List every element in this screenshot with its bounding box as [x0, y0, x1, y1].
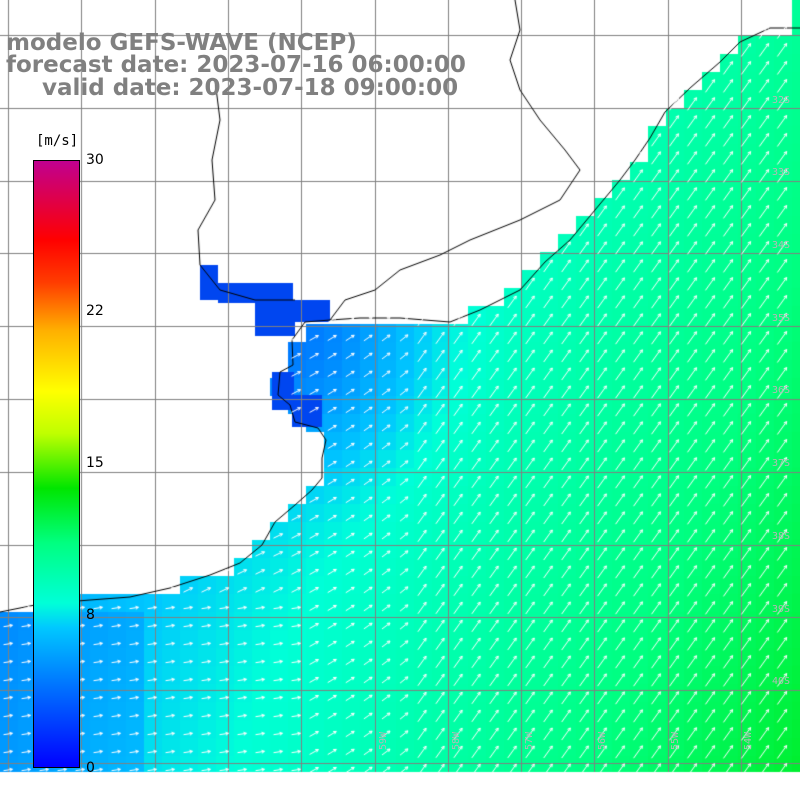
- lat-label: 32S: [772, 95, 791, 106]
- forecast-date: forecast date: 2023-07-16 06:00:00: [6, 52, 466, 78]
- lat-label: 33S: [772, 167, 791, 178]
- colorbar-tick-22: 22: [86, 303, 104, 319]
- lat-label: 37S: [772, 458, 791, 469]
- lon-label: 54W: [743, 731, 754, 750]
- lon-label: 59W: [378, 731, 389, 750]
- lat-label: 35S: [772, 313, 791, 324]
- lat-label: 40S: [772, 676, 791, 687]
- colorbar-tick-8: 8: [86, 607, 95, 623]
- colorbar-unit: [m/s]: [36, 133, 79, 149]
- lat-label: 34S: [772, 240, 791, 251]
- lat-label: 38S: [772, 531, 791, 542]
- colorbar-tick-30: 30: [86, 152, 104, 168]
- lat-label: 36S: [772, 385, 791, 396]
- lon-label: 55W: [670, 731, 681, 750]
- model-title: modelo GEFS-WAVE (NCEP): [6, 30, 357, 56]
- colorbar-tick-0: 0: [86, 760, 95, 776]
- valid-date: valid date: 2023-07-18 09:00:00: [42, 75, 459, 101]
- lat-label: 39S: [772, 604, 791, 615]
- lon-label: 58W: [451, 731, 462, 750]
- lon-label: 57W: [524, 731, 535, 750]
- lon-label: 56W: [597, 731, 608, 750]
- colorbar: [33, 160, 80, 768]
- colorbar-tick-15: 15: [86, 455, 104, 471]
